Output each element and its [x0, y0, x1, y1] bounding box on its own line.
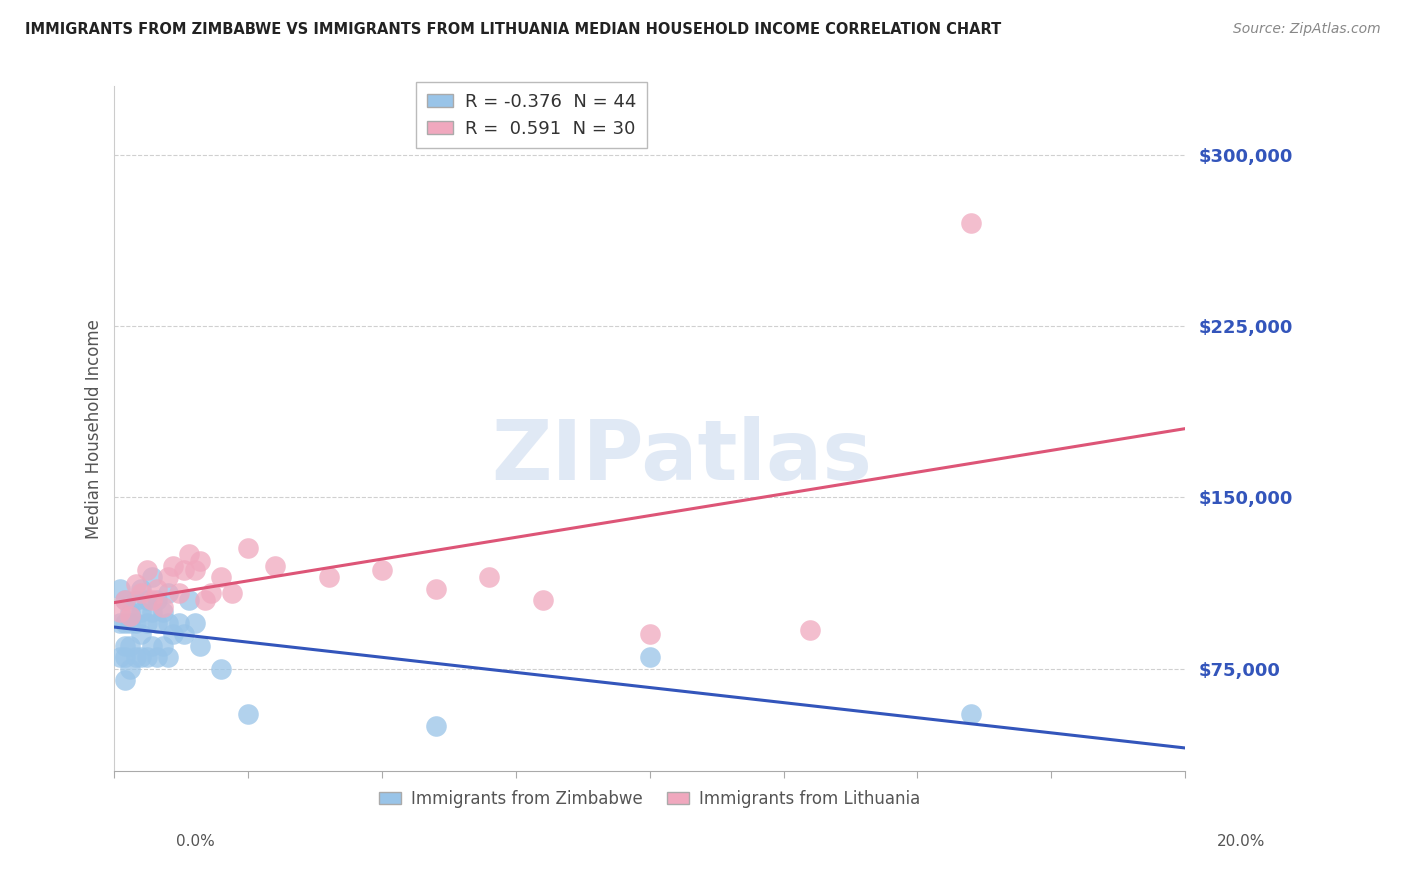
- Point: [211, 662, 233, 676]
- Point: [135, 650, 157, 665]
- Point: [129, 586, 152, 600]
- Point: [179, 593, 201, 607]
- Point: [167, 615, 190, 630]
- Point: [135, 593, 157, 607]
- Point: [238, 541, 260, 555]
- Point: [194, 593, 217, 607]
- Point: [129, 582, 152, 596]
- Point: [264, 558, 287, 573]
- Point: [211, 570, 233, 584]
- Point: [114, 650, 136, 665]
- Legend: Immigrants from Zimbabwe, Immigrants from Lithuania: Immigrants from Zimbabwe, Immigrants fro…: [373, 783, 927, 814]
- Point: [188, 639, 211, 653]
- Point: [531, 593, 554, 607]
- Point: [146, 593, 169, 607]
- Point: [125, 593, 148, 607]
- Text: IMMIGRANTS FROM ZIMBABWE VS IMMIGRANTS FROM LITHUANIA MEDIAN HOUSEHOLD INCOME CO: IMMIGRANTS FROM ZIMBABWE VS IMMIGRANTS F…: [25, 22, 1001, 37]
- Point: [638, 627, 661, 641]
- Point: [108, 615, 131, 630]
- Point: [183, 564, 205, 578]
- Point: [108, 582, 131, 596]
- Point: [238, 707, 260, 722]
- Point: [114, 593, 136, 607]
- Point: [162, 627, 184, 641]
- Point: [141, 639, 163, 653]
- Point: [152, 605, 174, 619]
- Point: [108, 605, 131, 619]
- Point: [120, 662, 142, 676]
- Point: [371, 564, 394, 578]
- Point: [425, 582, 447, 596]
- Point: [156, 586, 179, 600]
- Point: [146, 582, 169, 596]
- Point: [120, 605, 142, 619]
- Point: [129, 650, 152, 665]
- Point: [156, 570, 179, 584]
- Point: [799, 623, 821, 637]
- Point: [141, 605, 163, 619]
- Point: [141, 593, 163, 607]
- Point: [221, 586, 243, 600]
- Point: [167, 586, 190, 600]
- Point: [173, 627, 195, 641]
- Point: [125, 577, 148, 591]
- Point: [135, 615, 157, 630]
- Point: [173, 564, 195, 578]
- Point: [188, 554, 211, 568]
- Point: [135, 564, 157, 578]
- Point: [318, 570, 340, 584]
- Point: [152, 639, 174, 653]
- Point: [125, 615, 148, 630]
- Point: [141, 570, 163, 584]
- Point: [478, 570, 501, 584]
- Point: [156, 615, 179, 630]
- Point: [156, 650, 179, 665]
- Text: Source: ZipAtlas.com: Source: ZipAtlas.com: [1233, 22, 1381, 37]
- Text: ZIPatlas: ZIPatlas: [491, 416, 872, 497]
- Point: [129, 627, 152, 641]
- Point: [125, 650, 148, 665]
- Point: [108, 650, 131, 665]
- Point: [120, 615, 142, 630]
- Point: [152, 599, 174, 614]
- Text: 0.0%: 0.0%: [176, 834, 215, 849]
- Text: 20.0%: 20.0%: [1218, 834, 1265, 849]
- Point: [638, 650, 661, 665]
- Point: [960, 216, 983, 230]
- Point: [120, 609, 142, 624]
- Point: [146, 615, 169, 630]
- Point: [114, 673, 136, 687]
- Y-axis label: Median Household Income: Median Household Income: [86, 319, 103, 539]
- Point: [162, 558, 184, 573]
- Point: [425, 719, 447, 733]
- Point: [200, 586, 222, 600]
- Point: [129, 605, 152, 619]
- Point: [146, 650, 169, 665]
- Point: [114, 639, 136, 653]
- Point: [960, 707, 983, 722]
- Point: [183, 615, 205, 630]
- Point: [179, 548, 201, 562]
- Point: [114, 615, 136, 630]
- Point: [114, 593, 136, 607]
- Point: [120, 639, 142, 653]
